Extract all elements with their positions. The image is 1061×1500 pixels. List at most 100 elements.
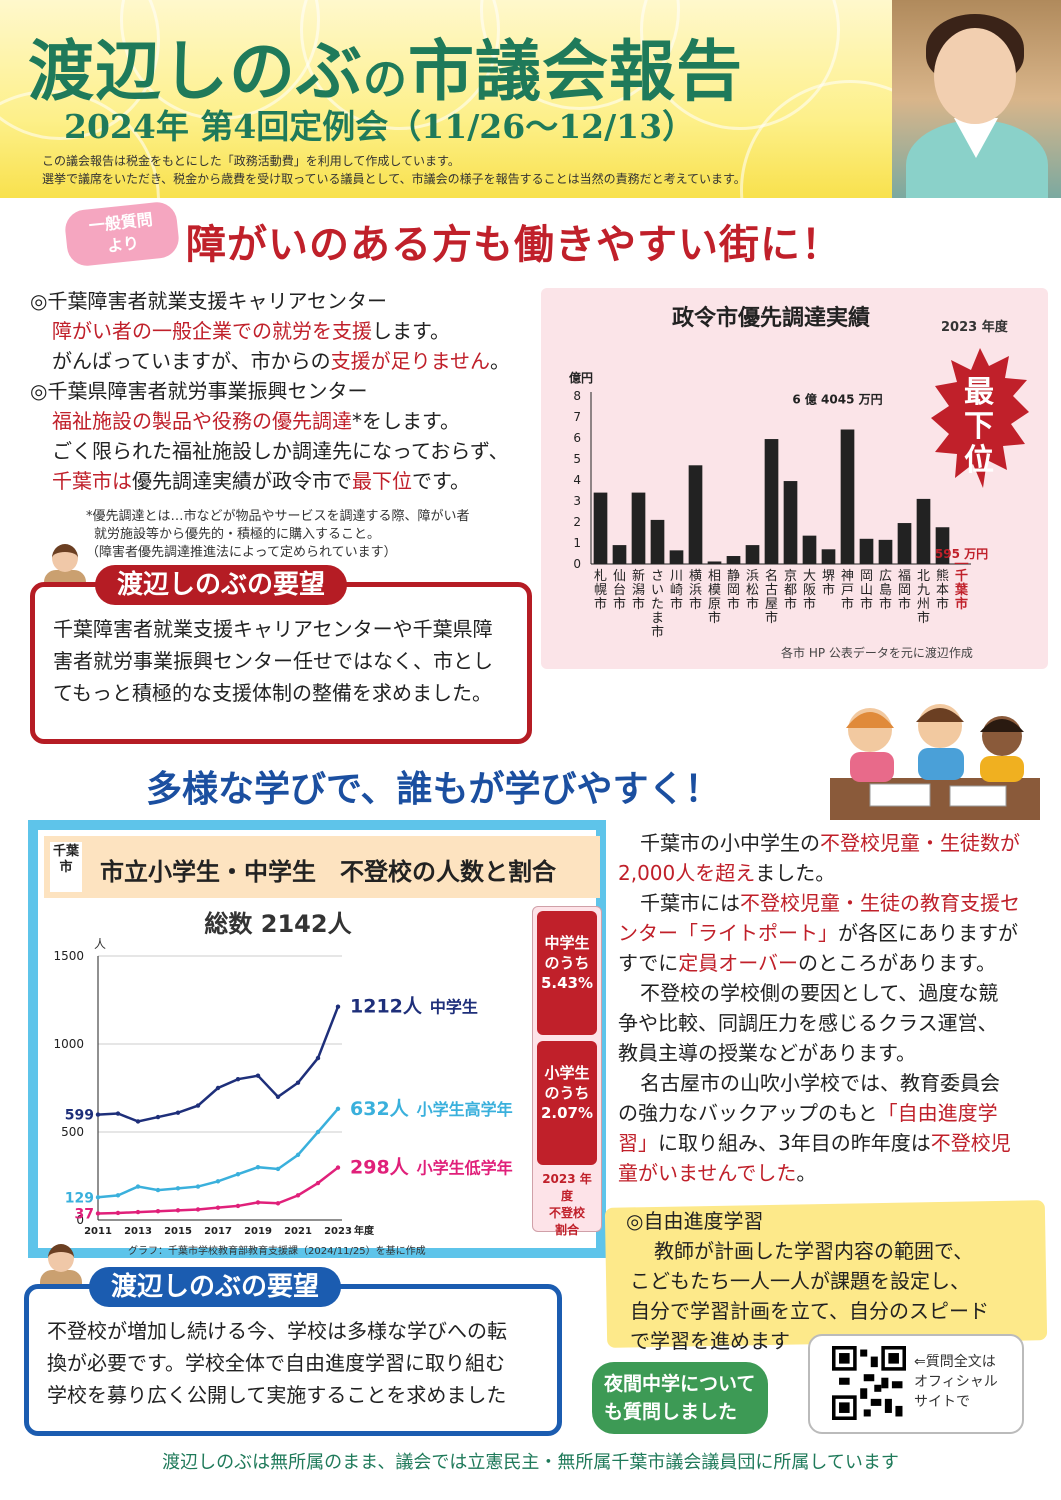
y-tick-label: 0 bbox=[573, 557, 581, 571]
junior-high-ratio: 中学生 のうち 5.43% bbox=[537, 911, 597, 1035]
footnote-line: （障害者優先調達推進法によって定められています） bbox=[86, 545, 397, 560]
highlight-text: 不登校児童・生徒数が bbox=[820, 831, 1020, 855]
data-point bbox=[115, 1210, 121, 1216]
x-tick-label: 2011 bbox=[84, 1226, 112, 1237]
data-point bbox=[155, 1209, 161, 1214]
body-text: が各区にありますが bbox=[838, 921, 1018, 945]
data-point bbox=[335, 1106, 341, 1111]
x-tick-label: 2021 bbox=[284, 1226, 312, 1237]
data-point bbox=[155, 1114, 161, 1120]
data-point bbox=[95, 1195, 101, 1200]
page-title: 渡辺しのぶの市議会報告 bbox=[28, 18, 743, 114]
data-point bbox=[255, 1165, 261, 1170]
bar bbox=[916, 498, 931, 564]
highlight-text: 千葉市は bbox=[52, 469, 132, 493]
y-tick-label: 7 bbox=[573, 410, 581, 424]
highlight-text: ンター「ライトポート」 bbox=[618, 921, 838, 945]
x-tick-label: 熊本市 bbox=[936, 568, 949, 612]
highlight-text: 最下位 bbox=[352, 469, 412, 493]
series-start-label: 599 bbox=[65, 1108, 94, 1124]
y-tick-label: 500 bbox=[61, 1125, 84, 1139]
y-tick-label: 2 bbox=[573, 515, 581, 529]
x-tick-label: 名古屋市 bbox=[765, 568, 778, 626]
bar bbox=[669, 550, 684, 564]
body-text: です。 bbox=[412, 469, 470, 493]
data-point bbox=[175, 1186, 181, 1191]
body-text: *をします。 bbox=[352, 409, 460, 433]
body-text: 自分で学習計画を立て、自分のスピード bbox=[630, 1299, 989, 1323]
bar bbox=[821, 549, 836, 564]
y-tick-label: 0 bbox=[76, 1213, 84, 1227]
x-tick-label: 札幌市 bbox=[594, 569, 607, 612]
y-tick-label: 4 bbox=[573, 473, 581, 487]
data-point bbox=[275, 1094, 281, 1099]
x-tick-label: 京都市 bbox=[784, 569, 797, 612]
highlight-text: 福祉施設の製品や役務の優先調達 bbox=[52, 409, 352, 433]
x-tick-label: 2013 bbox=[124, 1226, 152, 1237]
data-point bbox=[315, 1129, 321, 1135]
body-text: 不登校の学校側の要因として、過度な競 bbox=[640, 981, 999, 1005]
data-point bbox=[215, 1085, 221, 1091]
bar bbox=[878, 539, 893, 564]
data-point bbox=[135, 1119, 141, 1124]
demand-box-2: 渡辺しのぶの要望 不登校が増加し続ける今、学校は多様な学びへの転 換が必要です。… bbox=[24, 1267, 562, 1436]
ratio-value: 2.07% bbox=[540, 1104, 594, 1122]
bar bbox=[802, 535, 817, 564]
qr-caption-line: サイトで bbox=[914, 1394, 970, 1410]
body-text: すでに bbox=[618, 951, 679, 975]
x-tick-label: 横浜市 bbox=[689, 569, 702, 612]
bar bbox=[954, 562, 969, 564]
demand-text: 不登校が増加し続ける今、学校は多様な学びへの転 換が必要です。学校全体で自由進度… bbox=[47, 1315, 507, 1411]
bar bbox=[745, 545, 760, 564]
series-start-label: 129 bbox=[65, 1190, 94, 1206]
body-text: ごく限られた福祉施設しか調達先になっておらず、 bbox=[52, 439, 509, 463]
demand-line: 学校を募り広く公開して実施することを求めました bbox=[47, 1383, 507, 1407]
data-point bbox=[235, 1172, 241, 1177]
data-point bbox=[295, 1080, 301, 1085]
x-tick-label: 仙台市 bbox=[613, 569, 626, 612]
general-question-badge: 一般質問 より bbox=[63, 200, 181, 268]
bar-chart-svg: 億円 0 1 2 3 4 5 6 7 8 札幌市仙台市新潟市さいたま市川崎市横浜市相模原市静岡市浜松… bbox=[569, 370, 988, 640]
y-tick-label: 1000 bbox=[53, 1037, 84, 1051]
body-text: に取り組み、3年目の昨年度は bbox=[658, 1131, 931, 1155]
absence-chart: 千葉市 市立小学生・中学生 不登校の人数と割合 総数 2142人 人 0 500 10… bbox=[28, 820, 606, 1258]
section2-headline: 多様な学びで、誰もが学びやすく！ bbox=[146, 769, 721, 810]
chart-year: 2023 年度 bbox=[941, 320, 1008, 335]
lowest-rank-label: 最下位 bbox=[964, 375, 994, 478]
data-point bbox=[175, 1110, 181, 1115]
chart-title: 政令市優先調達実績 bbox=[671, 306, 870, 331]
data-point bbox=[195, 1184, 201, 1189]
title-name: 渡辺しのぶ bbox=[28, 32, 363, 110]
ratio-label: のうち bbox=[544, 954, 590, 972]
data-point bbox=[255, 1200, 261, 1205]
portrait-photo bbox=[892, 0, 1061, 198]
chart-total: 総数 2142人 bbox=[204, 910, 352, 938]
x-tick-label: 福岡市 bbox=[898, 569, 911, 612]
ratio-label: のうち bbox=[544, 1084, 590, 1102]
ratio-label: 小学生 bbox=[544, 1064, 590, 1082]
data-point bbox=[235, 1077, 241, 1082]
x-tick-label: 大阪市 bbox=[803, 569, 816, 612]
data-point bbox=[95, 1112, 101, 1117]
item-title: ◎自由進度学習 bbox=[626, 1209, 764, 1233]
chart-credit: グラフ：千葉市学校教育部教育支援課（2024/11/25）を基に作成 bbox=[128, 1246, 426, 1257]
ratio-value: 5.43% bbox=[540, 974, 594, 992]
data-point bbox=[215, 1179, 221, 1184]
bar bbox=[688, 465, 703, 564]
bar bbox=[764, 439, 779, 564]
night-school-bubble: 夜間中学について も質問しました bbox=[592, 1362, 768, 1434]
x-tick-label: 広島市 bbox=[879, 569, 892, 612]
data-point bbox=[115, 1193, 121, 1198]
x-tick-label: 北九州市 bbox=[917, 569, 930, 626]
body-text: 教員主導の授業などがあります。 bbox=[618, 1041, 916, 1065]
data-point bbox=[315, 1180, 321, 1186]
y-tick-label: 3 bbox=[573, 494, 581, 508]
data-point bbox=[275, 1201, 281, 1206]
data-point bbox=[275, 1166, 281, 1172]
procurement-chart: 政令市優先調達実績 2023 年度 億円 0 1 2 3 4 5 6 7 8 札幌市 仙台市 新潟市 さい… bbox=[541, 288, 1048, 669]
ratio-note: 2023 年度 不登校 割合 bbox=[537, 1171, 597, 1237]
qr-code-icon[interactable] bbox=[832, 1346, 906, 1420]
data-point bbox=[95, 1211, 101, 1216]
y-axis-label: 億円 bbox=[569, 370, 593, 385]
funding-note-line: この議会報告は税金をもとにした「政務活動費」を利用して作成しています。 bbox=[42, 154, 460, 168]
